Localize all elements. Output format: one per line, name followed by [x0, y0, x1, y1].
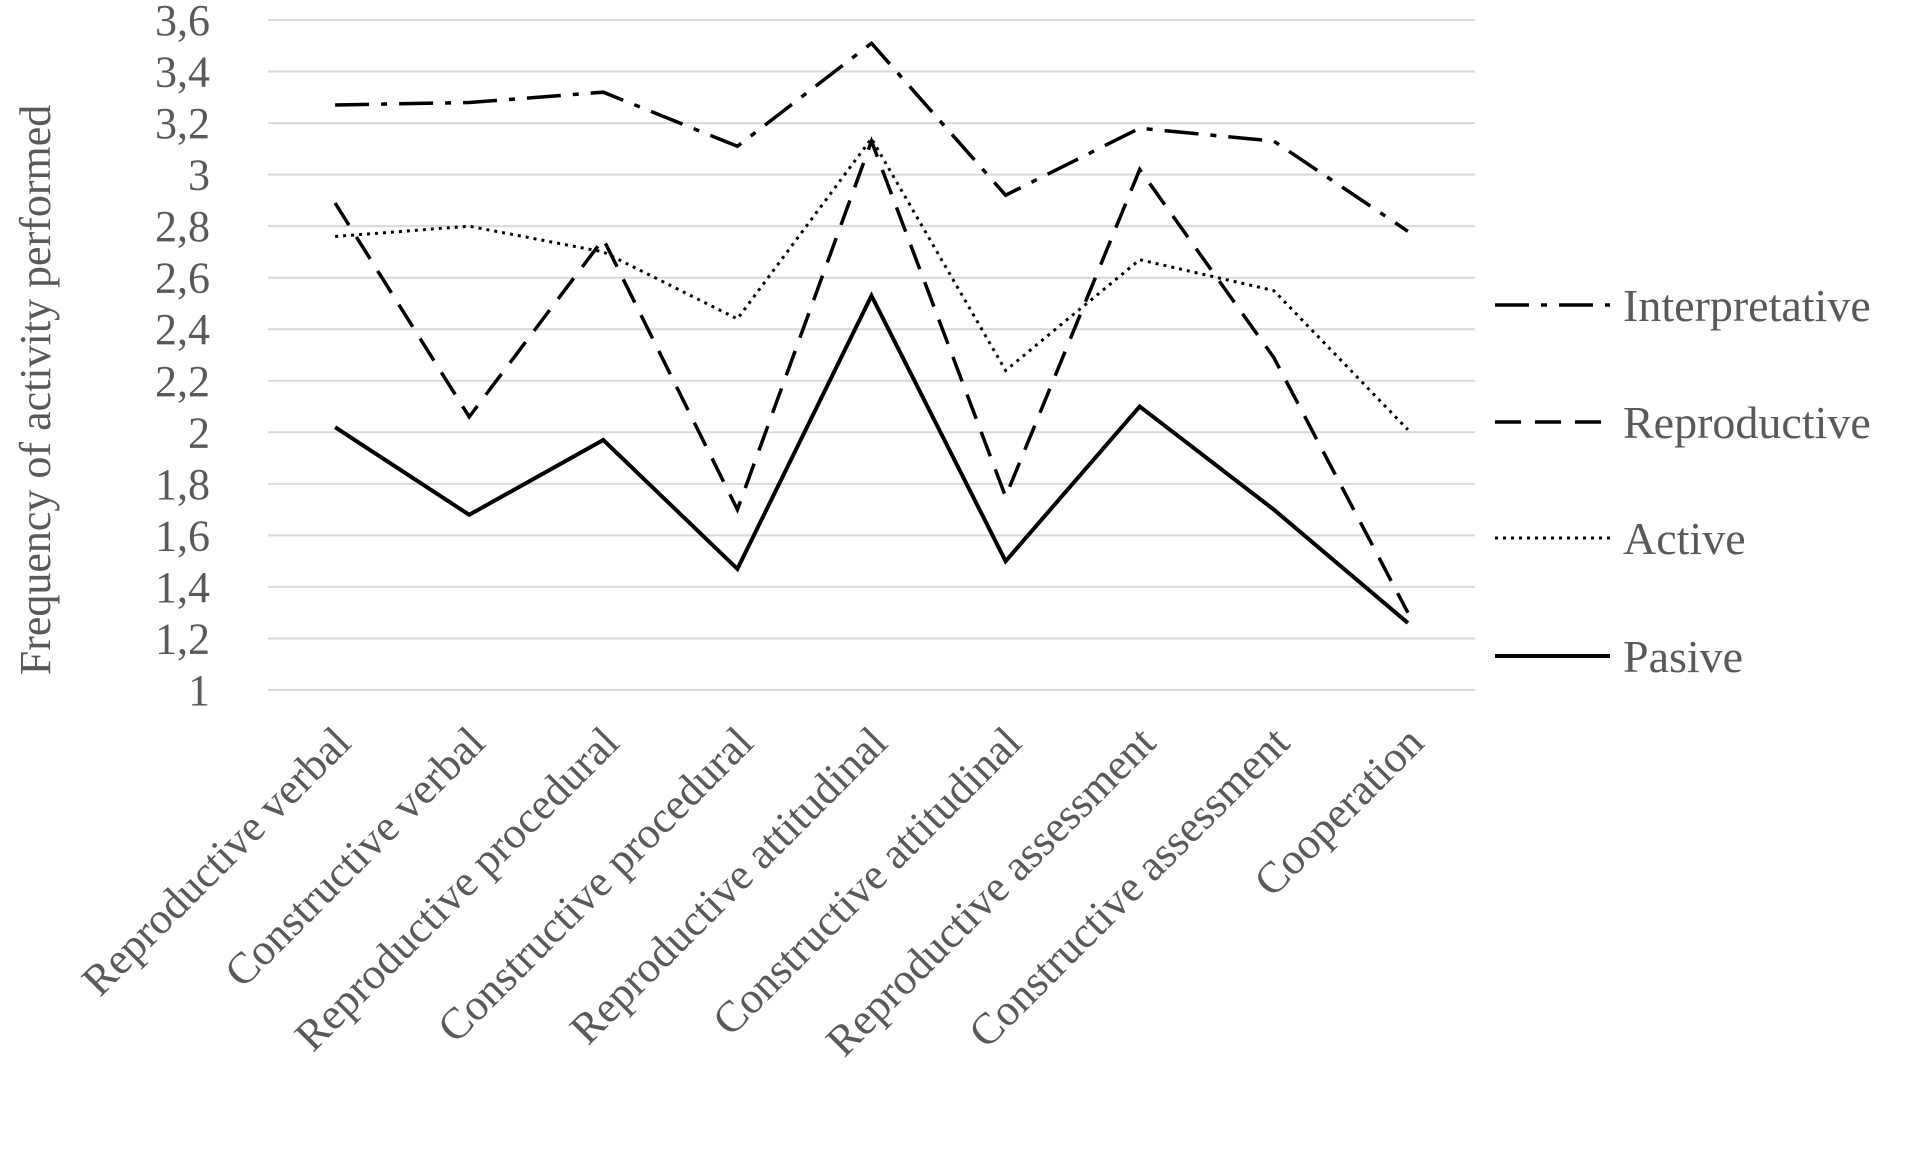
series-line-interpretative — [335, 40, 1409, 233]
legend-label-pasive: Pasive — [1623, 631, 1743, 682]
series-line-pasive — [334, 291, 1410, 625]
gridlines — [268, 19, 1475, 691]
y-tick-label: 2 — [188, 408, 210, 457]
y-tick-label: 1,6 — [155, 511, 210, 560]
y-tick-label: 2,8 — [155, 202, 210, 251]
legend-label-interpretative: Interpretative — [1623, 280, 1871, 331]
y-tick-label: 3,4 — [155, 48, 210, 97]
y-tick-label: 3,6 — [155, 0, 210, 45]
y-tick-label: 1 — [188, 666, 210, 715]
y-tick-label: 2,4 — [155, 305, 210, 354]
y-tick-label: 3 — [188, 151, 210, 200]
y-axis-ticks: 11,21,41,61,822,22,42,62,833,23,43,6 — [155, 0, 210, 715]
series-lines — [333, 40, 1410, 625]
y-tick-label: 1,2 — [155, 614, 210, 663]
y-tick-label: 3,2 — [155, 99, 210, 148]
y-tick-label: 2,6 — [155, 254, 210, 303]
legend: Interpretative Reproductive Active Pasive — [1495, 280, 1871, 682]
y-tick-label: 1,8 — [155, 460, 210, 509]
series-line-reproductive — [333, 136, 1410, 614]
series-line-active — [334, 135, 1409, 431]
y-axis-title: Frequency of activity performed — [11, 105, 60, 676]
legend-label-active: Active — [1623, 513, 1746, 564]
y-tick-label: 2,2 — [155, 357, 210, 406]
y-tick-label: 1,4 — [155, 563, 210, 612]
x-category-label: Constructive verbal — [215, 717, 494, 996]
legend-label-reproductive: Reproductive — [1623, 397, 1871, 448]
